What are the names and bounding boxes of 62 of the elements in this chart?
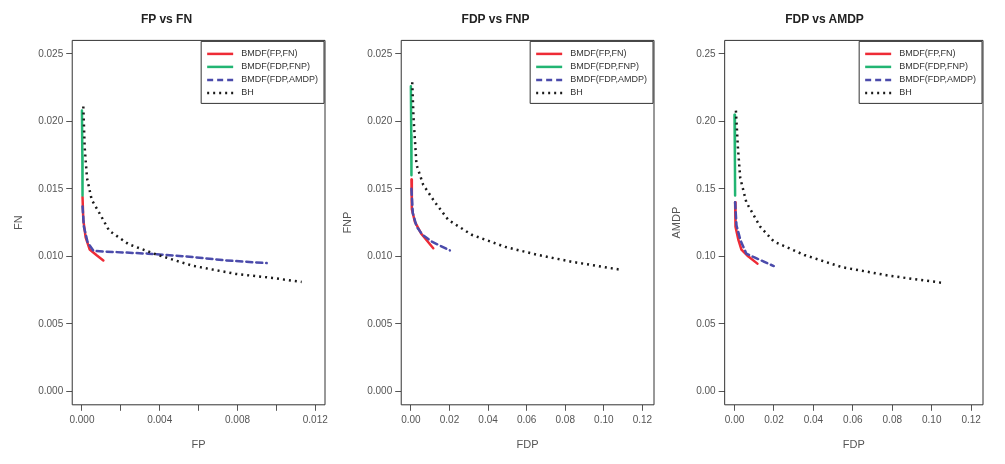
y-tick-label: 0.025 bbox=[38, 47, 64, 59]
line-series bbox=[734, 109, 944, 285]
x-tick-label: 0.06 bbox=[516, 413, 537, 425]
chart-title: FDP vs FNP bbox=[461, 11, 530, 26]
x-tick-label: 0.012 bbox=[302, 413, 329, 425]
legend-label: BH bbox=[570, 87, 583, 98]
y-tick-label: 0.020 bbox=[367, 115, 393, 127]
y-axis-title: FN bbox=[11, 215, 24, 230]
x-tick-label: 0.10 bbox=[594, 413, 614, 425]
legend-label: BH bbox=[241, 87, 254, 98]
legend-label: BMDF(FDP,FNP) bbox=[899, 61, 969, 72]
y-tick-label: 0.015 bbox=[38, 182, 64, 194]
x-tick-label: 0.004 bbox=[147, 413, 173, 425]
legend-label: BMDF(FP,FN) bbox=[570, 48, 627, 59]
y-tick-label: 0.010 bbox=[38, 250, 64, 262]
legend-label: BMDF(FDP,AMDP) bbox=[899, 74, 977, 85]
x-axis-title: FDP bbox=[516, 438, 539, 451]
x-tick-label: 0.02 bbox=[764, 413, 785, 425]
legend-label: BMDF(FP,FN) bbox=[899, 48, 956, 59]
y-tick-label: 0.15 bbox=[696, 182, 717, 194]
legend-label: BMDF(FDP,AMDP) bbox=[241, 74, 319, 85]
x-tick-label: 0.00 bbox=[724, 413, 745, 425]
chart-title: FDP vs AMDP bbox=[785, 11, 864, 26]
legend-label: BMDF(FDP,FNP) bbox=[241, 61, 311, 72]
x-tick-label: 0.08 bbox=[882, 413, 903, 425]
x-tick-label: 0.008 bbox=[224, 413, 251, 425]
x-tick-label: 0.12 bbox=[632, 413, 653, 425]
y-tick-label: 0.005 bbox=[367, 317, 393, 329]
x-tick-label: 0.000 bbox=[69, 413, 95, 425]
x-tick-label: 0.00 bbox=[401, 413, 422, 425]
legend-label: BH bbox=[899, 87, 912, 98]
y-axis-title: AMDP bbox=[669, 206, 682, 239]
y-tick-label: 0.10 bbox=[696, 250, 717, 262]
y-tick-label: 0.20 bbox=[696, 115, 717, 127]
x-tick-label: 0.08 bbox=[555, 413, 576, 425]
x-tick-label: 0.12 bbox=[961, 413, 982, 425]
y-tick-label: 0.000 bbox=[367, 385, 393, 397]
y-axis-title: FNP bbox=[340, 211, 353, 234]
y-tick-label: 0.05 bbox=[696, 317, 717, 329]
y-tick-label: 0.25 bbox=[696, 47, 717, 59]
y-tick-label: 0.000 bbox=[38, 385, 64, 397]
chart-title: FP vs FN bbox=[140, 11, 193, 26]
line-series bbox=[82, 105, 303, 284]
y-tick-label: 0.005 bbox=[38, 317, 64, 329]
legend-label: BMDF(FDP,FNP) bbox=[570, 61, 640, 72]
line-series bbox=[733, 201, 776, 268]
legend-label: BMDF(FDP,AMDP) bbox=[570, 74, 648, 85]
x-axis-title: FDP bbox=[842, 438, 865, 451]
y-tick-label: 0.00 bbox=[696, 385, 717, 397]
x-tick-label: 0.06 bbox=[843, 413, 864, 425]
x-tick-label: 0.04 bbox=[803, 413, 824, 425]
legend-label: BMDF(FP,FN) bbox=[241, 48, 298, 59]
line-series bbox=[81, 205, 268, 265]
x-tick-label: 0.10 bbox=[921, 413, 942, 425]
x-tick-label: 0.02 bbox=[439, 413, 460, 425]
x-tick-label: 0.04 bbox=[478, 413, 499, 425]
y-tick-label: 0.015 bbox=[367, 182, 393, 194]
line-series bbox=[410, 187, 452, 252]
y-tick-label: 0.020 bbox=[38, 115, 64, 127]
y-tick-label: 0.025 bbox=[367, 47, 393, 59]
x-axis-title: FP bbox=[191, 438, 206, 451]
y-tick-label: 0.010 bbox=[367, 250, 393, 262]
